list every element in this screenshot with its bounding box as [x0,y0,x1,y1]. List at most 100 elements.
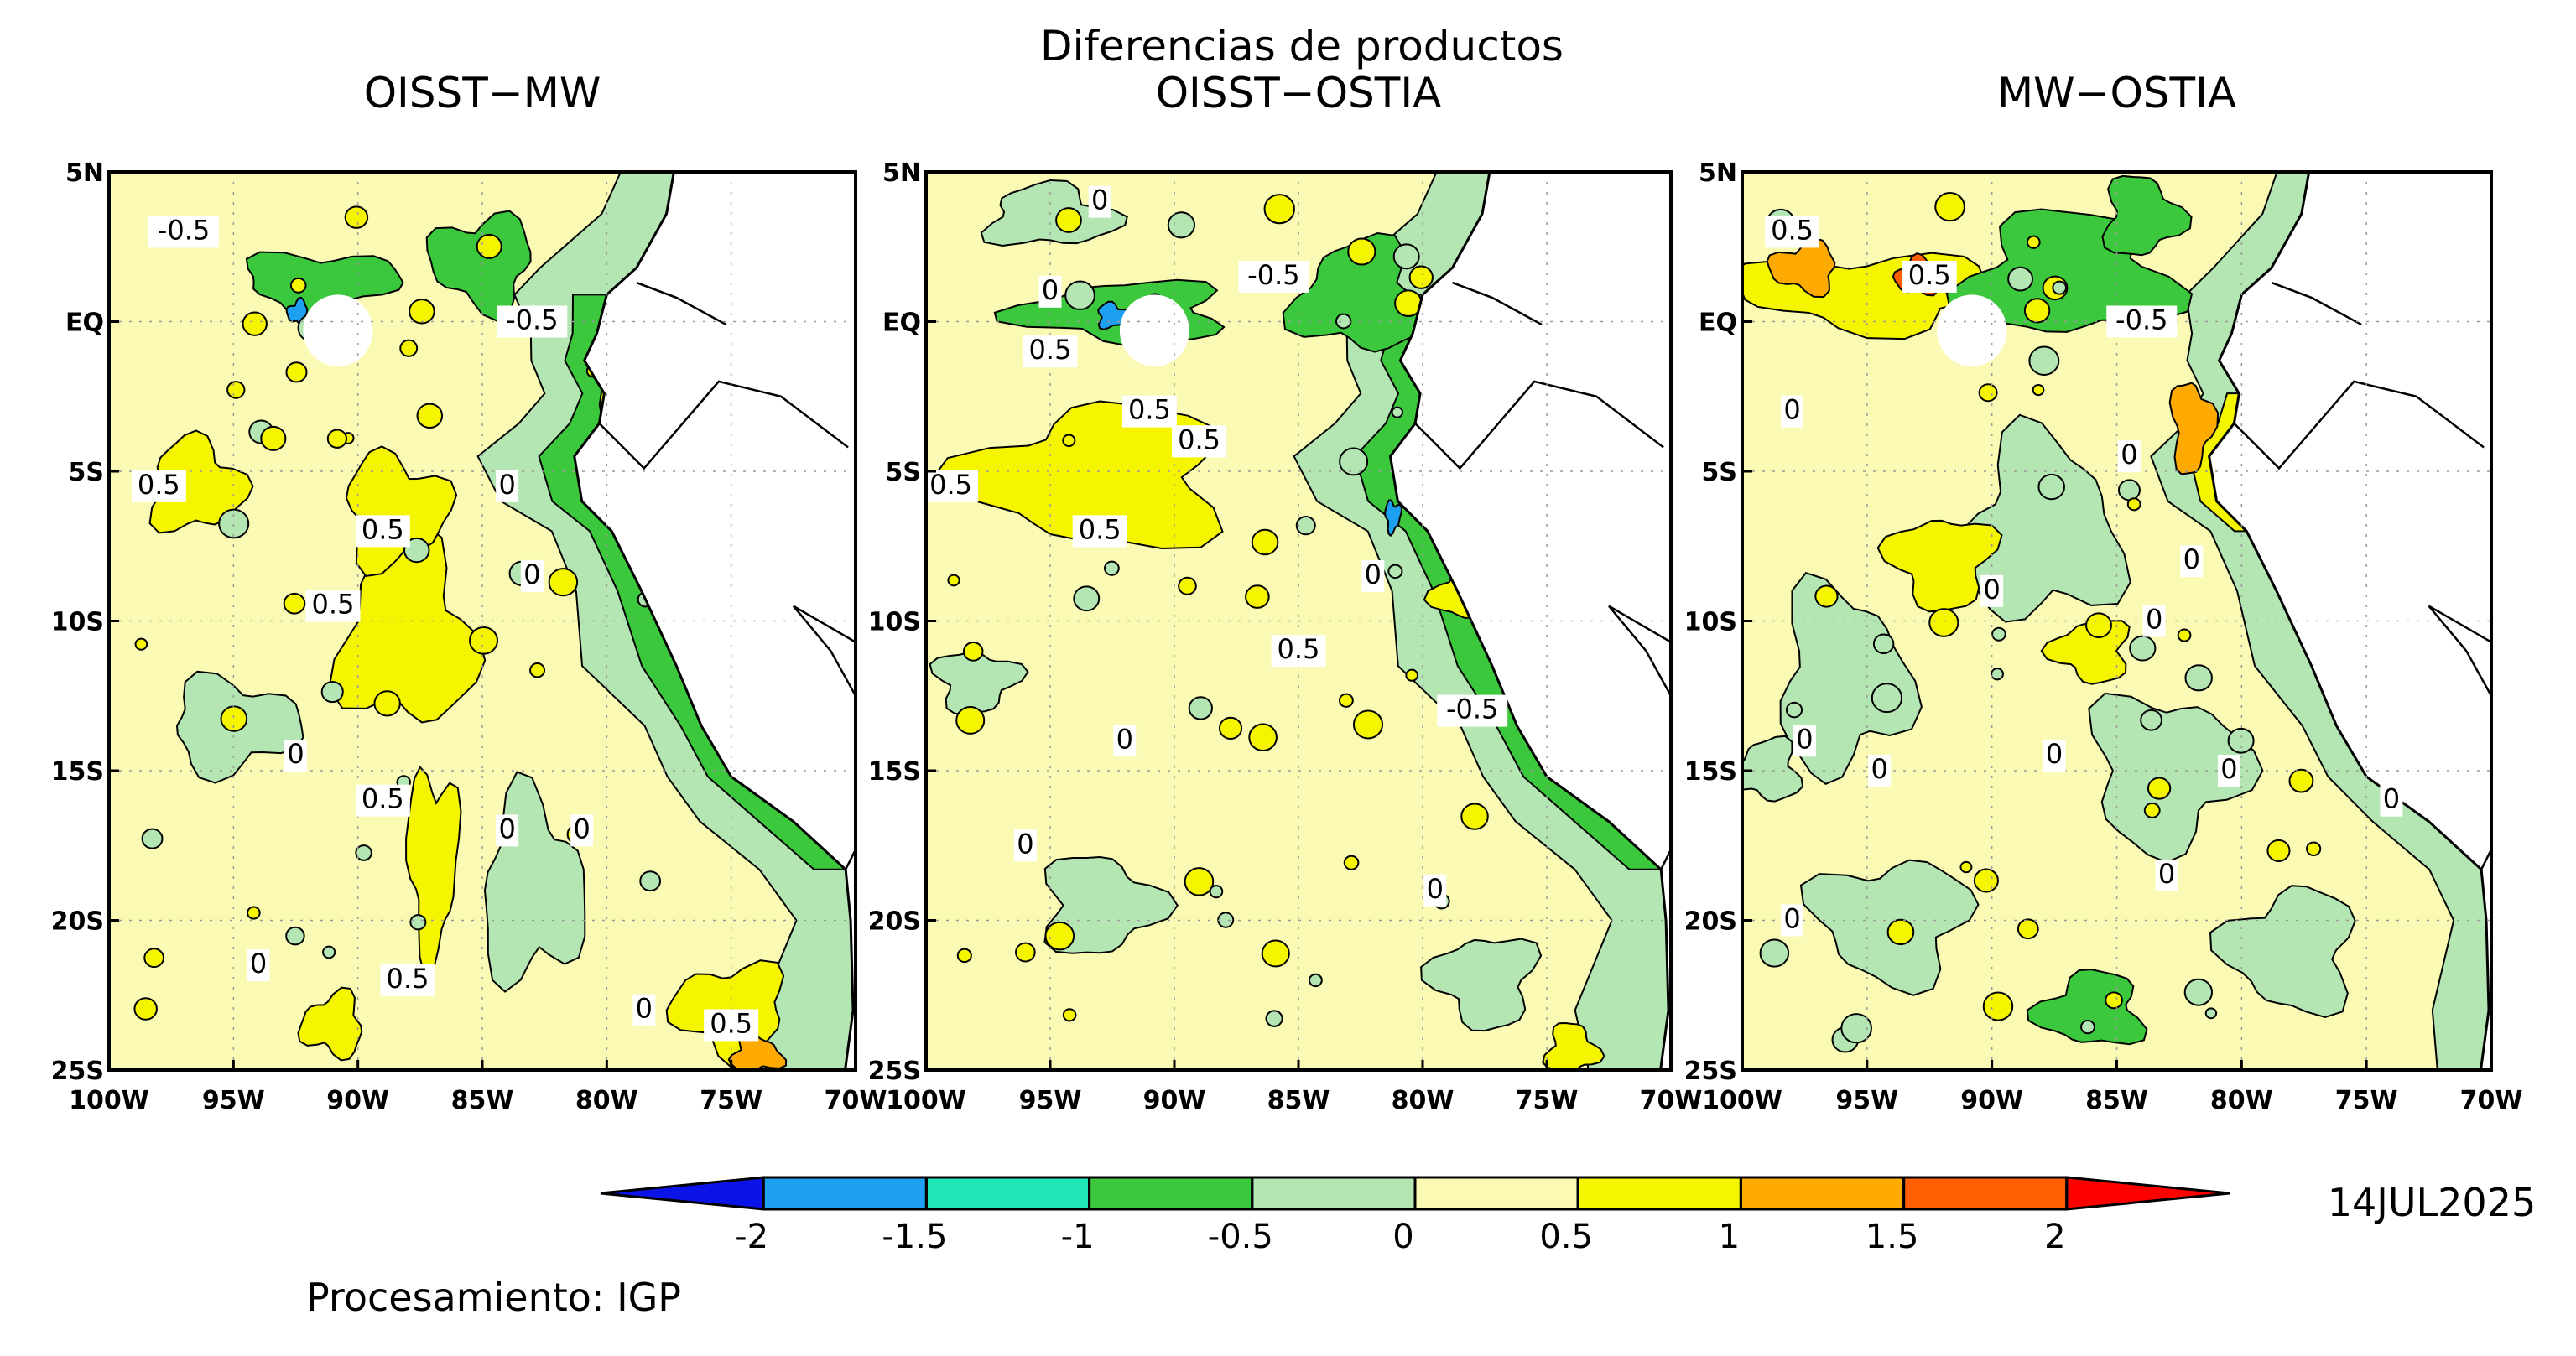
small-contour [143,948,164,969]
map-field [1742,172,2491,1070]
contour-label-bg [355,784,410,817]
y-tick-label: 25S [51,1057,104,1086]
credit: Procesamiento: IGP [306,1275,681,1320]
x-tick-label: 85W [451,1086,514,1115]
small-contour [2126,497,2141,512]
small-contour [1991,626,2006,642]
anomaly-region [297,986,363,1062]
contour-label: 0 [636,993,653,1025]
contour-label-bg [2117,440,2141,473]
missing-data [1937,294,2007,367]
contour-label: 0 [573,813,590,844]
contour-label-bg [2155,859,2178,891]
border [792,605,856,697]
x-tick-label: 100W [886,1086,966,1115]
contour-label-bg [1072,515,1127,548]
small-contour [1188,696,1213,720]
small-contour [1871,683,1903,714]
y-tick-label: 15S [1684,757,1737,787]
contour-label-bg [1023,335,1078,368]
border [2233,380,2485,470]
small-contour [1167,211,1195,239]
small-contour [2052,280,2068,295]
small-contour [2032,384,2045,397]
y-tick-label: 5S [1702,458,1737,487]
small-contour [1339,447,1369,476]
colorbar-segment [1413,1176,1579,1211]
small-contour [260,425,287,451]
small-contour [1840,1013,1872,1044]
colorbar-segment [924,1176,1091,1211]
small-contour [1352,709,1384,740]
small-contour [1785,701,1803,719]
small-contour [1338,693,1354,708]
y-tick-label: 5N [882,158,921,188]
x-tick-label: 95W [1019,1086,1082,1115]
border [598,380,849,470]
small-contour [2288,768,2314,793]
contour-label: 0.5 [1908,259,1951,291]
contour-label: 0 [1042,274,1059,306]
small-contour [1263,194,1295,225]
figure-title: Diferencias de productos [1040,22,1564,70]
small-contour [2306,841,2322,857]
anomaly-region [1766,237,1836,299]
small-contour [1405,668,1418,682]
colorbar-label: 0 [1392,1218,1413,1256]
small-contour [247,906,261,920]
contour-label-bg [520,559,544,592]
y-tick-label: 20S [51,907,104,937]
small-contour [1959,860,1973,874]
small-contour [1064,280,1095,310]
contour-label: 0 [1091,184,1108,216]
small-contour [1073,585,1101,612]
small-contour [1335,313,1352,330]
x-tick-label: 85W [2085,1086,2148,1115]
y-tick-label: 25S [1684,1057,1737,1086]
contour-label: 0 [1017,828,1033,860]
contour-label-bg [1781,904,1804,937]
small-contour [1265,1010,1283,1027]
x-tick-label: 90W [326,1086,389,1115]
anomaly-region [1043,855,1179,954]
small-contour [141,828,164,849]
small-contour [355,844,372,861]
contour-label: 0 [2146,604,2162,636]
small-contour [1295,516,1316,536]
colorbar-label: -1 [1061,1218,1095,1256]
x-tick-label: 95W [202,1086,265,1115]
y-tick-label: 10S [1684,608,1737,637]
small-contour [285,926,305,946]
y-tick-label: 10S [868,608,921,637]
y-tick-label: 5N [65,158,104,188]
small-contour [1759,938,1790,968]
contour-label: 0 [2121,439,2137,470]
contour-label: 0.5 [138,469,180,501]
contour-label: 0 [1783,394,1800,426]
small-contour [2227,727,2255,754]
anomaly-region [929,651,1029,715]
small-contour [1261,939,1290,968]
x-tick-label: 90W [1960,1086,2023,1115]
y-tick-label: EQ [882,309,921,338]
small-contour [2037,473,2065,501]
contour-label: 0 [1871,753,1888,785]
anomaly-region [1876,519,2003,613]
contour-label: 0.5 [929,469,972,501]
small-contour [344,205,369,229]
y-tick-label: 25S [868,1057,921,1086]
contour-label-bg [284,740,307,772]
contour-label-bg [148,216,219,248]
contour-label: 0 [1983,574,2000,605]
small-contour [2017,918,2039,940]
small-contour [476,233,502,259]
small-contour [218,508,250,539]
small-contour [409,914,427,931]
small-contour [947,574,960,587]
y-tick-label: 15S [51,757,104,787]
contour-label-bg [2043,740,2066,772]
x-tick-label: 75W [1516,1086,1579,1115]
small-contour [326,429,348,449]
colorbar-label: -2 [735,1218,768,1256]
